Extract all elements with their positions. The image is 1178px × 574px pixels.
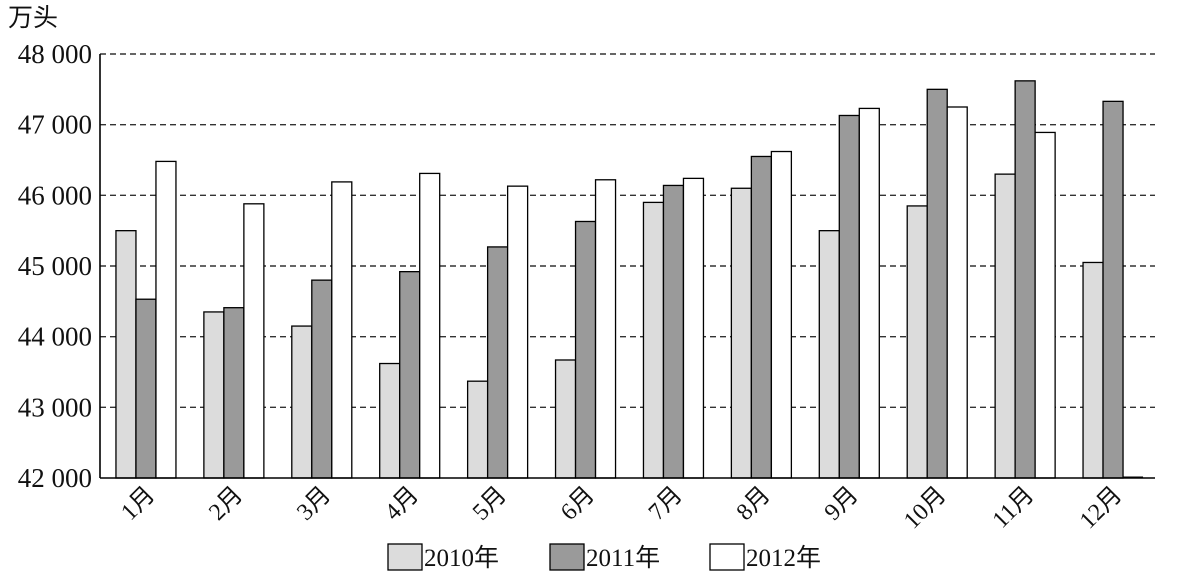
axes [99,54,1155,479]
bar [770,150,793,479]
x-tick-labels: 1月 2月 3月 4月 5月 6月 7月 8月 9月 10月 11月 12月 [116,482,1127,534]
bar [1102,100,1124,479]
x-tick-label: 9月 [820,482,864,526]
legend-label: 2011年 [586,544,660,572]
y-tick-label: 46 000 [18,180,92,210]
x-tick-label: 2月 [204,482,248,526]
x-tick-label: 6月 [556,482,600,526]
bar [135,298,157,479]
bar [642,201,665,479]
bar [750,155,773,479]
bar [682,177,705,479]
y-tick-label: 43 000 [18,392,92,422]
legend: 2010年 2011年 2012年 [387,543,821,572]
x-tick-label: 5月 [468,482,512,526]
bar [730,187,753,479]
x-tick-label: 10月 [899,482,951,534]
bar [1034,131,1056,479]
x-tick-label: 1月 [116,482,160,526]
bars [115,80,1144,479]
bar [554,359,577,479]
x-tick-label: 3月 [292,482,336,526]
bar [291,325,313,479]
bar [379,362,401,479]
bar [594,179,617,479]
bar [946,106,968,479]
bar [906,205,928,479]
y-tick-label: 44 000 [18,322,92,352]
x-tick-label: 4月 [380,482,424,526]
legend-swatch [709,543,745,571]
bar [818,230,840,479]
x-tick-label: 11月 [988,482,1040,534]
y-tick-label: 42 000 [18,463,92,493]
y-tick-labels: 42 000 43 000 44 000 45 000 46 000 47 000 48 0… [18,39,92,493]
bar [243,203,265,479]
legend-swatch [387,543,423,571]
bar [662,184,685,479]
legend-swatch [549,543,585,571]
bar [466,380,489,479]
y-tick-label: 45 000 [18,251,92,281]
bar [506,185,529,479]
bar [858,107,880,479]
gridlines [100,53,1155,409]
bar [1014,80,1036,479]
x-tick-label: 7月 [644,482,688,526]
bar [994,173,1016,479]
x-tick-label: 8月 [732,482,776,526]
bar [399,271,421,479]
bar [155,160,177,479]
bar [1082,261,1104,479]
bar [574,220,597,479]
y-tick-label: 47 000 [18,110,92,140]
bar [486,246,509,479]
bar [223,307,245,479]
x-tick-label: 12月 [1075,482,1127,534]
bar [926,88,948,479]
bar [311,279,333,479]
bar [203,311,225,479]
y-tick-label: 48 000 [18,39,92,69]
legend-item: 2010年 [387,543,499,572]
legend-label: 2010年 [424,544,499,572]
y-axis-unit-label: 万头 [8,3,58,32]
bar [419,172,441,479]
legend-item: 2011年 [549,543,660,572]
legend-label: 2012年 [746,544,821,572]
legend-item: 2012年 [709,543,821,572]
bar [115,230,137,479]
bar [838,114,860,479]
bar [331,181,353,479]
